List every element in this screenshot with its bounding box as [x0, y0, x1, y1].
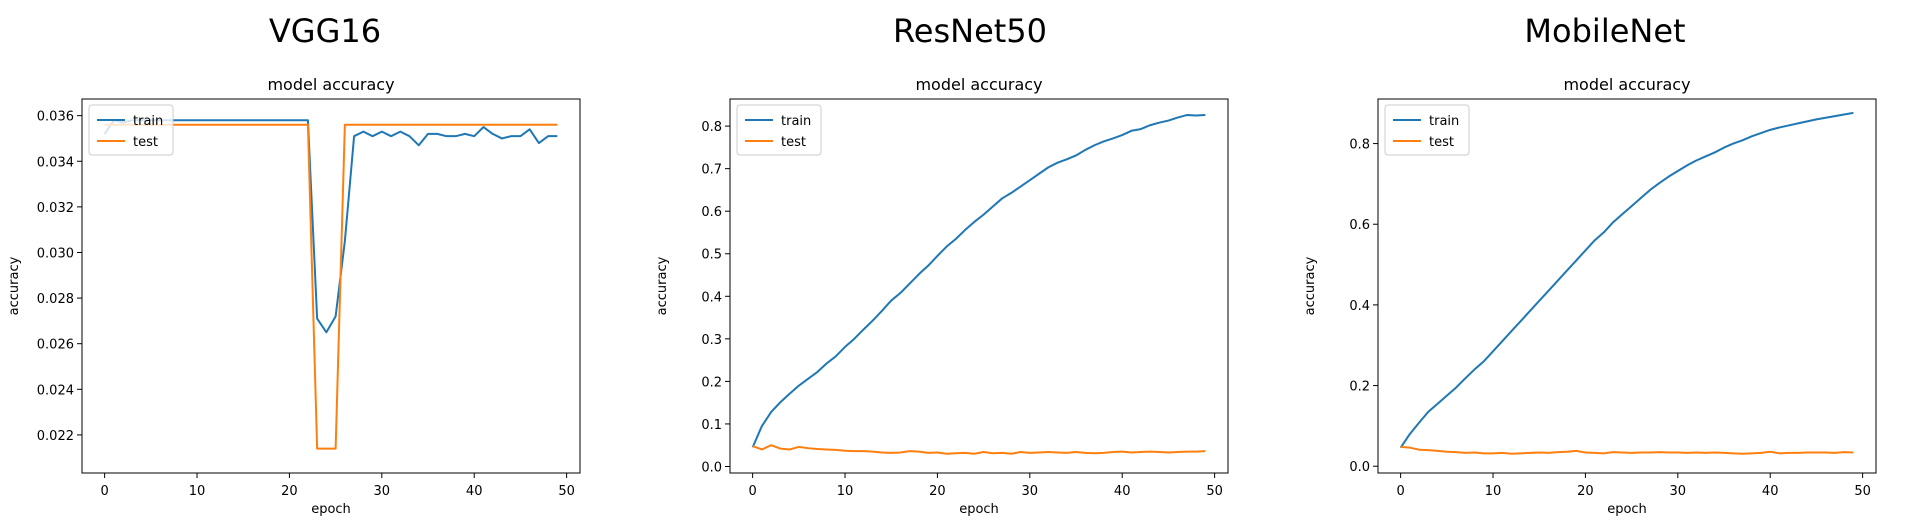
legend: train test: [1384, 104, 1470, 156]
x-tick-label: 0: [1396, 484, 1404, 499]
y-tick-label: 0.7: [701, 163, 722, 178]
chart-title: model accuracy: [1563, 75, 1690, 94]
y-tick-label: 0.8: [1349, 138, 1370, 153]
y-tick-label: 0.6: [1349, 218, 1370, 233]
x-tick-label: 40: [1114, 484, 1131, 499]
series-line-test: [1400, 445, 1854, 455]
panel-heading: MobileNet: [1524, 12, 1686, 50]
x-axis-label: epoch: [959, 502, 999, 517]
legend-box: [88, 104, 174, 156]
x-tick-label: 40: [466, 484, 483, 499]
y-tick-label: 0.024: [37, 383, 74, 398]
legend: train test: [88, 104, 174, 156]
x-tick-label: 30: [1022, 484, 1039, 499]
x-tick-label: 10: [1485, 484, 1502, 499]
legend-label: train: [133, 114, 163, 129]
panel-heading: ResNet50: [892, 12, 1048, 50]
y-tick-label: 0.0: [1349, 460, 1370, 475]
x-axis-label: epoch: [311, 502, 351, 517]
y-tick-label: 0.3: [701, 333, 722, 348]
legend-label: test: [781, 135, 806, 150]
legend: train test: [736, 104, 822, 156]
y-tick-label: 0.022: [37, 429, 74, 444]
x-tick-label: 50: [1854, 484, 1871, 499]
y-tick-label: 0.8: [701, 120, 722, 135]
y-tick-label: 0.030: [37, 246, 74, 261]
legend-box: [736, 104, 822, 156]
y-axis-label: accuracy: [1303, 256, 1318, 315]
y-tick-label: 0.6: [701, 205, 722, 220]
series-line-train: [103, 119, 558, 334]
y-tick-label: 0.4: [1349, 299, 1370, 314]
panel-vgg16: VGG16 model accuracy 0 10 20 30 40 50 0.022 0.02…: [0, 0, 640, 520]
x-tick-label: 50: [558, 484, 575, 499]
chart-title: model accuracy: [915, 75, 1042, 94]
x-tick-label: 10: [189, 484, 206, 499]
chart-title: model accuracy: [267, 75, 394, 94]
y-tick-label: 0.036: [37, 110, 74, 125]
accuracy-chart: model accuracy 0 10 20 30 40 50 0.0 0.2 0.4 0.6 0.8…: [1303, 75, 1877, 517]
y-axis-label: accuracy: [7, 256, 22, 315]
x-tick-label: 20: [281, 484, 298, 499]
x-tick-label: 0: [100, 484, 108, 499]
y-tick-label: 0.2: [701, 375, 722, 390]
series-line-test: [104, 123, 558, 450]
legend-label: train: [1429, 114, 1459, 129]
panel-mobilenet: MobileNet model accuracy 0 10 20 30 40 50 0.0 0.…: [1280, 0, 1920, 520]
panel-resnet50: ResNet50 model accuracy 0 10 20 30 40 50 0.0 0.1…: [640, 0, 1280, 520]
y-tick-label: 0.028: [37, 292, 74, 307]
y-tick-label: 0.034: [37, 155, 74, 170]
x-tick-label: 30: [374, 484, 391, 499]
x-tick-label: 30: [1670, 484, 1687, 499]
plot-frame: [81, 98, 581, 474]
x-tick-label: 0: [748, 484, 756, 499]
series-line-train: [751, 114, 1206, 448]
legend-label: train: [781, 114, 811, 129]
x-tick-label: 20: [1577, 484, 1594, 499]
legend-label: test: [1429, 135, 1454, 150]
y-tick-label: 0.5: [701, 248, 722, 263]
y-tick-label: 0.032: [37, 201, 74, 216]
y-tick-label: 0.2: [1349, 380, 1370, 395]
x-tick-label: 10: [837, 484, 854, 499]
x-tick-label: 50: [1206, 484, 1223, 499]
plot-frame: [1377, 98, 1877, 474]
y-tick-label: 0.1: [701, 418, 722, 433]
series-line-train: [1399, 111, 1854, 449]
y-tick-label: 0.0: [701, 460, 722, 475]
x-axis-label: epoch: [1607, 502, 1647, 517]
legend-box: [1384, 104, 1470, 156]
x-tick-label: 20: [929, 484, 946, 499]
accuracy-chart: model accuracy 0 10 20 30 40 50 0.0 0.1 0.2 0.3 0.4…: [655, 75, 1229, 517]
legend-label: test: [133, 135, 158, 150]
y-axis-label: accuracy: [655, 256, 670, 315]
accuracy-chart: model accuracy 0 10 20 30 40 50 0.022 0.024 0.026…: [7, 75, 581, 517]
panel-heading: VGG16: [268, 12, 382, 50]
y-tick-label: 0.026: [37, 338, 74, 353]
y-tick-label: 0.4: [701, 290, 722, 305]
series-line-test: [752, 444, 1206, 455]
plot-frame: [729, 98, 1229, 474]
x-tick-label: 40: [1762, 484, 1779, 499]
